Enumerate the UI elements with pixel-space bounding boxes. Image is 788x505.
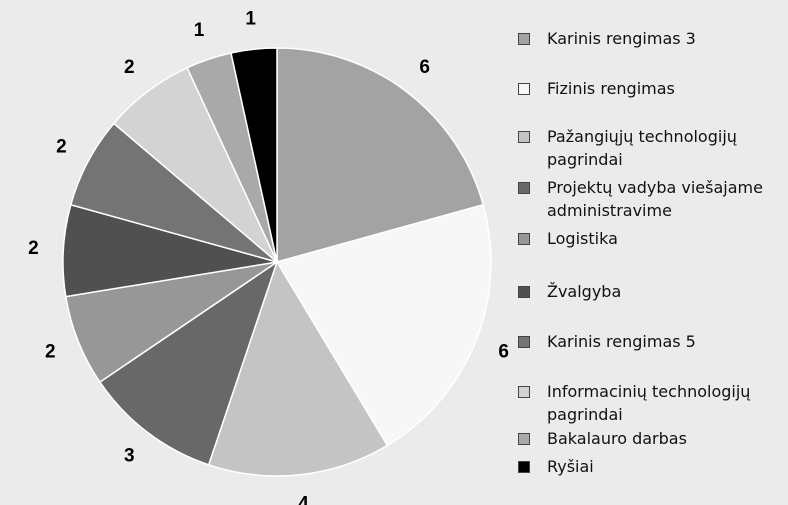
value-label: 4 [298,494,309,505]
value-label: 2 [56,137,67,158]
legend-swatch [518,233,530,245]
legend-item: Karinis rengimas 3 [518,27,780,50]
legend-label: Logistika [547,229,618,248]
legend-swatch [518,182,530,194]
legend-swatch [518,336,530,348]
legend-swatch [518,286,530,298]
value-label: 2 [124,57,135,78]
value-label: 6 [419,57,430,78]
pie-slice [207,260,389,477]
legend-item: Ryšiai [518,455,780,478]
pie-slice [230,47,278,263]
legend-item: Bakalauro darbas [518,427,780,450]
legend-item: Projektų vadyba viešajame administravime [518,176,780,222]
value-label: 2 [28,238,39,259]
legend-item: Logistika [518,227,780,250]
legend-label: Karinis rengimas 3 [547,29,696,48]
value-label: 1 [245,8,256,29]
pie-slice [98,260,279,466]
legend-item: Informacinių technologijų pagrindai [518,380,780,426]
legend-label: Karinis rengimas 5 [547,332,696,351]
legend-item: Žvalgyba [518,280,780,303]
legend-label: Bakalauro darbas [547,429,687,448]
legend-swatch [518,461,530,473]
value-label: 3 [124,445,135,466]
legend-swatch [518,33,530,45]
pie-slice [276,47,485,263]
legend-swatch [518,131,530,143]
legend-swatch [518,83,530,95]
value-label: 1 [194,20,205,41]
legend-label: Ryšiai [547,457,594,476]
legend-label: Projektų vadyba viešajame administravime [547,178,763,220]
value-label: 2 [45,341,56,362]
legend-swatch [518,433,530,445]
legend-item: Karinis rengimas 5 [518,330,780,353]
legend-label: Žvalgyba [547,282,622,301]
legend-label: Fizinis rengimas [547,79,675,98]
value-label: 6 [498,341,509,362]
legend-item: Fizinis rengimas [518,77,780,100]
legend-item: Pažangiųjų technologijų pagrindai [518,125,780,171]
legend-swatch [518,386,530,398]
legend-label: Informacinių technologijų pagrindai [547,382,751,424]
pie-slice [275,203,492,447]
legend-label: Pažangiųjų technologijų pagrindai [547,127,737,169]
